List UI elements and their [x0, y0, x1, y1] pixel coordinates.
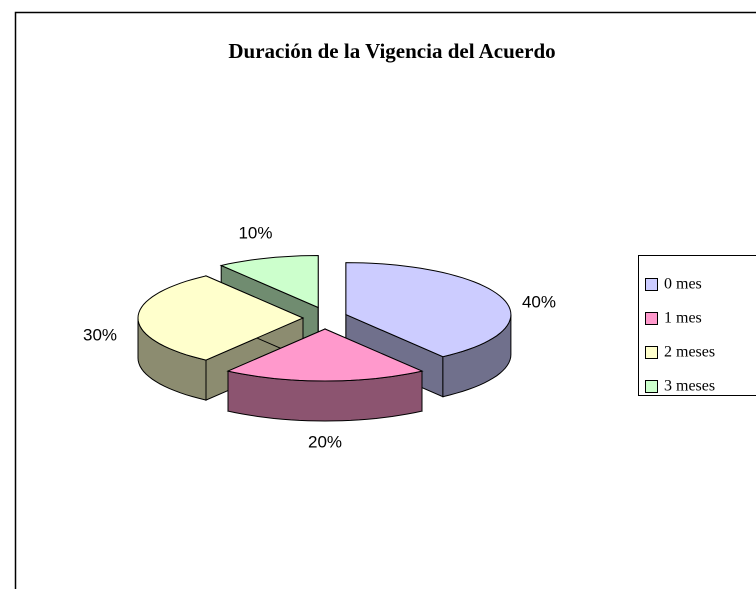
legend-box [638, 255, 756, 396]
chart-title: Duración de la Vigencia del Acuerdo [228, 39, 555, 63]
legend-label: 2 meses [664, 344, 715, 361]
data-label: 30% [83, 325, 117, 344]
legend-swatch [645, 278, 658, 291]
legend-label: 0 mes [664, 276, 702, 293]
legend-swatch [645, 312, 658, 325]
legend-label: 3 meses [664, 378, 715, 395]
chart-frame [14, 11, 756, 589]
legend-swatch [645, 346, 658, 359]
slice [137, 275, 305, 361]
data-label: 40% [522, 292, 556, 311]
legend-swatch [645, 380, 658, 393]
slice [226, 328, 424, 382]
slice [345, 262, 512, 358]
slice [219, 254, 319, 309]
data-label: 20% [308, 432, 342, 451]
data-label: 10% [238, 224, 272, 243]
legend-label: 1 mes [664, 310, 702, 327]
